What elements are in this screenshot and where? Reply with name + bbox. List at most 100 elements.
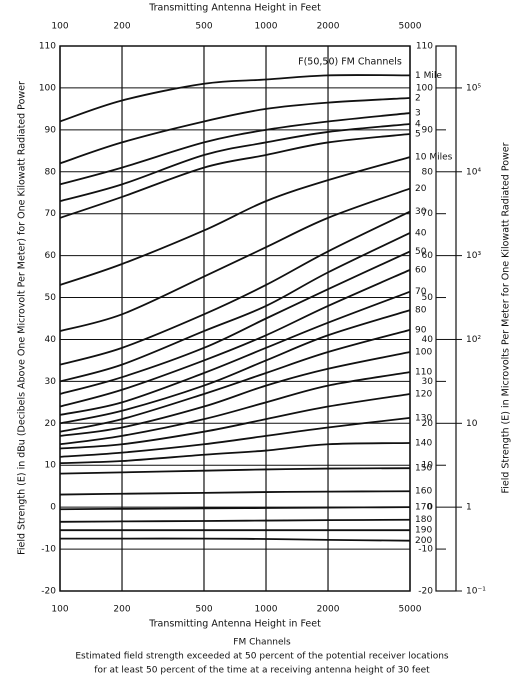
curve [59,210,411,366]
y2-tick-label: 10² [466,335,481,345]
top-x-tick-label: 500 [195,22,212,32]
y-tick-label: 20 [45,419,57,429]
curve [59,442,411,465]
y-tick-label: 110 [39,42,56,52]
curve-label: 20 [415,184,427,194]
y-tick-label: 90 [45,125,57,135]
curve [59,537,411,542]
x-tick-label: 500 [195,605,212,615]
curve [59,250,411,395]
top-x-tick-label: 5000 [399,22,422,32]
curve-label: 120 [415,389,432,399]
y2-scale-dbu-label: -10 [418,545,433,555]
curve [59,269,411,408]
y-tick-label: 10 [45,461,57,471]
curve-label: 30 [415,207,427,217]
curve [59,371,411,446]
curve-label: 110 [415,368,432,378]
y2-scale-dbu-label: 110 [416,42,433,52]
curve-label: 200 [415,536,432,546]
top-x-tick-label: 100 [51,22,68,32]
y2-scale-dbu-label: 80 [422,167,434,177]
y-tick-label: 50 [45,293,57,303]
curve [59,506,411,511]
curve-label: 160 [415,487,432,497]
y2-tick-label: 10⁵ [466,83,481,93]
y2-tick-label: 10³ [466,251,481,261]
caption: Estimated field strength exceeded at 50 … [75,652,449,662]
top-x-tick-label: 2000 [317,22,340,32]
top-x-axis-label: Transmitting Antenna Height in Feet [148,3,321,14]
curve-label: 3 [415,109,421,119]
curve-label: 190 [415,526,432,536]
curve [59,490,411,496]
y-tick-label: 100 [39,83,56,93]
y2-scale-dbu-label: 10 [422,461,434,471]
y2-tick-label: 10⁴ [466,167,481,177]
curve [59,232,411,383]
curve [59,290,411,416]
curve-label: 140 [415,439,432,449]
y2-scale-dbu-label: 30 [422,377,434,387]
curve [59,328,411,433]
y2-scale-dbu-label: 40 [422,335,434,345]
curve-label: 5 [415,130,421,140]
y-tick-label: 40 [45,335,57,345]
curve-label: 1 Mile [415,71,442,81]
x-axis-label: Transmitting Antenna Height in Feet [148,619,321,630]
x-tick-label: 2000 [317,605,340,615]
y-tick-label: 80 [45,167,57,177]
y-axis-label: Field Strength (E) in dBu (Decibels Abov… [17,81,28,555]
y2-scale-dbu-label: -20 [418,587,433,597]
curve-label: 70 [415,287,427,297]
chart-title: F(50,50) FM Channels [298,57,402,68]
curve-label: 130 [415,413,432,423]
top-x-tick-label: 200 [113,22,130,32]
curve-label: 150 [415,464,432,474]
curve [59,97,411,165]
y2-tick-label: 10 [466,419,478,429]
curve [59,74,411,123]
y-tick-label: -20 [41,587,56,597]
curve-label: 180 [415,515,432,525]
y2-scale-dbu-label: 20 [422,419,434,429]
y2-tick-label: 1 [466,503,472,513]
curve-label: 60 [415,265,427,275]
curve [59,518,411,523]
y-tick-label: 60 [45,251,57,261]
curve [59,351,411,437]
curve [59,123,411,202]
curve [59,112,411,186]
y-tick-label: 0 [50,503,56,513]
y2-scale-dbu-label: 50 [422,293,434,303]
y2-tick-label: 10⁻¹ [466,587,486,597]
curve-label: 50 [415,247,427,257]
top-x-tick-label: 1000 [255,22,278,32]
curve [59,156,411,286]
y2-axis-label: Field Strength (E) in Microvolts Per Met… [501,142,512,493]
y2-scale-frame [435,45,457,592]
curve [59,187,411,332]
y2-scale-dbu-label: 0 [427,503,433,513]
y-tick-label: -10 [41,545,56,555]
y2-scale-dbu-label: 70 [422,209,434,219]
curve-label: 80 [415,306,427,316]
y-tick-label: 70 [45,209,57,219]
x-tick-label: 100 [51,605,68,615]
y2-scale-dbu-label: 100 [416,83,433,93]
curve-label: 40 [415,228,427,238]
caption: for at least 50 percent of the time at a… [94,666,430,676]
curve-label: 100 [415,348,432,358]
curve-label: 4 [415,119,421,129]
curve [59,309,411,425]
y2-scale-dbu-label: 60 [422,251,434,261]
curve-label: 90 [415,325,427,335]
caption: FM Channels [233,638,291,648]
curve [59,393,411,450]
y-tick-label: 30 [45,377,57,387]
curve-label: 10 Miles [415,153,453,163]
x-tick-label: 5000 [399,605,422,615]
x-tick-label: 200 [113,605,130,615]
y2-scale-dbu-label: 90 [422,125,434,135]
